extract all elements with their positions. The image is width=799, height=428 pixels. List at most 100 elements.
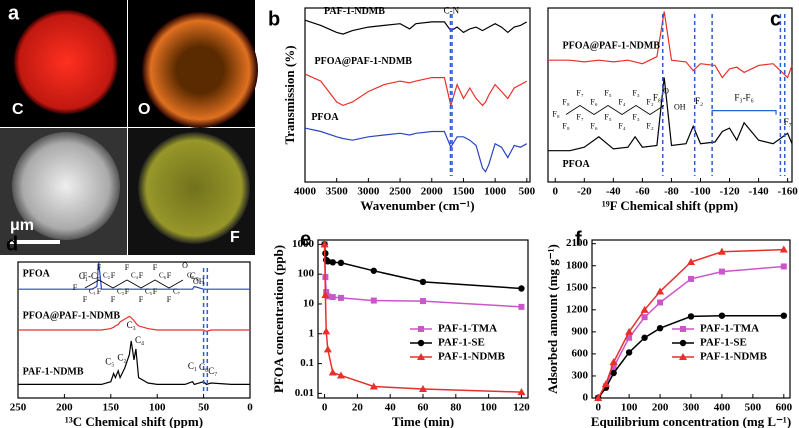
tile-label: C — [12, 101, 24, 118]
point — [610, 364, 617, 371]
atom: F₈ — [562, 97, 569, 106]
atom: C₂ — [103, 272, 111, 280]
x-tick-label: 50 — [198, 402, 210, 414]
spectrum-line — [304, 73, 528, 108]
y-tick-label: 0.01 — [295, 387, 314, 399]
atom: C₄ — [131, 272, 139, 280]
peak-label: F₇ — [784, 117, 792, 127]
x-tick-label: 100 — [621, 402, 638, 414]
legend-label: PAF-1-TMA — [700, 323, 759, 335]
panel-label: f — [575, 228, 582, 250]
x-tick-label: 80 — [450, 402, 462, 414]
y-tick-label: 1 — [309, 327, 315, 339]
x-tick-label: 300 — [683, 402, 700, 414]
x-tick-label: -140 — [749, 186, 770, 198]
point — [657, 299, 664, 306]
point — [323, 345, 332, 353]
plot-frame — [304, 7, 531, 183]
atom: F — [111, 271, 116, 280]
y-tick-label: 1200 — [566, 303, 589, 315]
y-tick-label: 1000 — [292, 238, 315, 250]
point — [337, 294, 344, 301]
atom: F — [111, 295, 116, 304]
atom: C₁ — [89, 288, 96, 296]
panel-label: d — [6, 233, 18, 255]
atom: F — [97, 287, 102, 296]
spectrum-line — [548, 11, 793, 79]
point — [717, 247, 726, 255]
atom: F — [125, 263, 130, 272]
peak-label: C₈ — [190, 271, 199, 281]
panel-label: b — [268, 8, 280, 30]
point — [329, 259, 336, 266]
panel-e: e 0 20 40 60 80 100 120 0.01 0.1 1 10 100 1000 Time (m… — [271, 228, 530, 428]
point — [370, 267, 377, 274]
point — [594, 394, 603, 401]
series-line — [323, 244, 522, 308]
point — [420, 298, 426, 305]
y-tick-label: 600 — [572, 347, 589, 359]
trace-label: PFOA@PAF-1-NDMB — [315, 56, 413, 67]
atom: F — [167, 271, 172, 280]
y-tick-label: 2100 — [566, 237, 589, 249]
legend-marker — [679, 339, 687, 347]
x-tick-label: 200 — [652, 402, 669, 414]
x-axis-title: Time (min) — [392, 414, 454, 428]
x-tick-label: 60 — [418, 402, 430, 414]
atom: C₃ — [117, 288, 125, 296]
atom: F — [139, 271, 144, 280]
point — [625, 327, 634, 335]
point — [323, 289, 330, 296]
x-axis-title: ¹³C Chemical shift (ppm) — [65, 414, 203, 428]
peak-label: C₅ — [105, 357, 114, 367]
y-tick-label: 0.1 — [300, 357, 314, 369]
panel-label: e — [300, 228, 311, 250]
x-tick-label: 0 — [595, 402, 601, 414]
scale-bar — [8, 240, 60, 244]
point — [337, 259, 345, 267]
trace-label: PFOA@PAF-1-NDMB — [23, 311, 121, 322]
x-tick-label: 400 — [714, 402, 731, 414]
panel-d: d 250 200 150 100 50 0 ¹³C Chemical shift (ppm)… — [6, 233, 253, 428]
panel-a: a C O F μm — [0, 0, 258, 255]
x-tick-label: -160 — [778, 186, 799, 198]
point — [321, 290, 330, 298]
x-tick-label: -60 — [635, 186, 650, 198]
particle — [12, 132, 120, 240]
x-tick-label: 200 — [56, 402, 73, 414]
peak-label: C-N — [444, 6, 460, 16]
legend-label: PAF-1-NDMB — [438, 351, 506, 363]
peak-label: C₇ — [208, 366, 217, 376]
y-tick-label: 1800 — [566, 259, 589, 271]
legend-marker — [417, 339, 425, 347]
atom: F — [167, 295, 172, 304]
atom: F₃ — [632, 88, 639, 97]
y-tick-label: 10 — [303, 297, 315, 309]
range-bracket — [711, 110, 777, 115]
peak-label: F₂ — [695, 96, 703, 106]
point — [369, 382, 378, 390]
x-tick-label: 500 — [519, 186, 536, 198]
legend-marker — [417, 353, 425, 360]
x-tick-label: 0 — [553, 186, 559, 198]
x-tick-label: 150 — [103, 402, 120, 414]
spectrum-line — [548, 77, 793, 152]
point — [687, 258, 695, 266]
y-tick-label: 0 — [583, 392, 589, 404]
x-tick-label: 2500 — [389, 186, 412, 198]
x-tick-label: 3000 — [357, 186, 380, 198]
legend-marker — [418, 326, 424, 332]
point — [641, 314, 648, 321]
bond — [565, 105, 665, 115]
atom: F₆ — [590, 121, 597, 130]
y-tick-label: 100 — [298, 268, 315, 280]
peak-label: C₆ — [199, 362, 208, 372]
point — [320, 240, 329, 248]
trace-label: PAF-1-NDMB — [324, 6, 385, 17]
trace-label: PAF-1-NDMB — [23, 366, 84, 377]
trace-label: PFOA@PAF-1-NDMB — [563, 41, 661, 52]
x-tick-label: 0 — [247, 402, 253, 414]
atom: F₂ — [646, 121, 653, 130]
scale-bar-label: μm — [10, 217, 34, 234]
